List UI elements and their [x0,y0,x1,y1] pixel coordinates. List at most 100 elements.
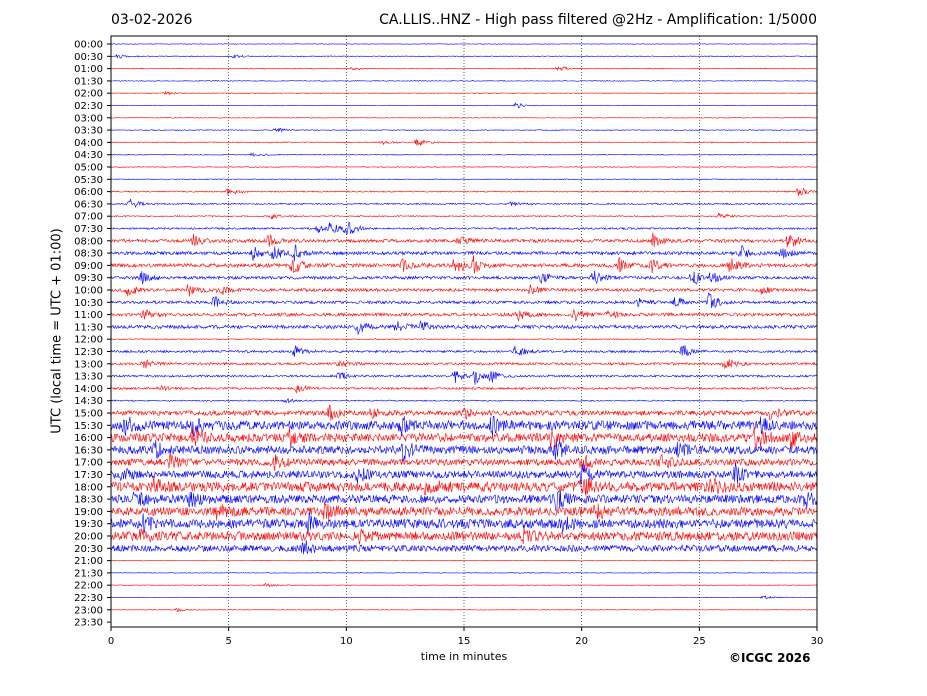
x-tick-label: 10 [340,636,353,647]
trace-1900 [110,501,817,521]
y-tick-label: 11:00 [74,310,103,321]
y-tick-label: 10:30 [74,298,103,309]
y-tick-label: 02:00 [74,89,103,100]
trace-1630 [110,438,817,462]
y-tick-label: 08:00 [74,236,103,247]
x-axis-label: time in minutes [420,650,508,663]
y-tick-label: 18:30 [74,495,103,506]
x-tick-label: 25 [693,636,706,647]
trace-1030 [110,292,817,309]
y-tick-label: 09:30 [74,273,103,284]
y-tick-label: 01:30 [74,76,103,87]
y-tick-label: 15:00 [74,409,103,420]
plot-frame [110,35,818,628]
trace-1200 [110,338,817,341]
trace-1130 [110,319,817,335]
y-tick-label: 19:30 [74,519,103,530]
x-tick-layer: 0 5 10 15 20 25 30 [108,627,824,647]
y-tick-label: 11:30 [74,322,103,333]
trace-0730 [110,221,817,235]
y-tick-label: 12:30 [74,347,103,358]
trace-1600 [110,426,817,450]
trace-0630 [110,198,817,208]
y-tick-label: 14:00 [74,384,103,395]
trace-2300 [110,607,817,613]
y-tick-label: 03:00 [74,113,103,124]
y-tick-label: 00:00 [74,40,103,51]
y-tick-label: 06:30 [74,199,103,210]
trace-1400 [110,384,817,394]
y-tick-label: 05:00 [74,163,103,174]
vertical-grid [228,36,700,627]
trace-2230 [111,595,817,600]
trace-0100 [110,66,817,72]
chart-date: 03-02-2026 [111,12,193,28]
trace-1300 [110,359,817,369]
y-tick-label: 06:00 [74,187,103,198]
trace-0130 [111,80,817,82]
trace-0030 [110,53,817,59]
y-tick-label: 07:00 [74,212,103,223]
y-tick-label: 22:30 [74,593,103,604]
trace-0430 [110,151,817,157]
trace-2030 [110,540,817,555]
y-tick-label: 16:00 [74,433,103,444]
trace-0000 [110,43,817,45]
y-tick-label: 04:30 [74,150,103,161]
trace-1100 [111,308,817,322]
y-tick-label: 15:30 [74,421,103,432]
x-tick-label: 20 [575,636,588,647]
trace-2200 [111,582,817,588]
y-tick-label: 05:30 [74,175,103,186]
trace-1530 [110,415,817,437]
y-tick-label: 23:00 [74,605,103,616]
y-tick-label: 20:30 [74,544,103,555]
trace-1830 [110,490,817,511]
trace-0300 [110,117,817,119]
y-tick-label: 04:00 [74,138,103,149]
trace-1000 [110,284,817,297]
y-tick-label: 12:00 [74,335,103,346]
trace-1730 [110,463,817,485]
trace-0700 [110,212,817,220]
trace-0200 [110,91,817,96]
x-tick-label: 5 [225,636,231,647]
y-tick-label: 21:30 [74,568,103,579]
trace-1500 [110,404,817,421]
copyright-notice: ©ICGC 2026 [729,651,811,665]
y-tick-label: 19:00 [74,507,103,518]
trace-0830 [110,244,817,262]
x-tick-label: 0 [108,636,114,647]
trace-0530 [110,178,817,181]
y-tick-label: 21:00 [74,556,103,567]
y-tick-label: 14:30 [74,396,103,407]
trace-0930 [110,270,817,285]
trace-0800 [110,232,817,248]
trace-layer [110,43,817,613]
chart-title: CA.LLIS..HNZ - High pass filtered @2Hz -… [379,12,817,28]
y-tick-label: 20:00 [74,532,103,543]
trace-2000 [110,527,817,545]
x-tick-label: 30 [811,636,824,647]
y-tick-label: 17:00 [74,458,103,469]
trace-0330 [110,127,817,133]
y-tick-label: 01:00 [74,64,103,75]
trace-0230 [111,102,817,109]
y-tick-label: 16:30 [74,445,103,456]
trace-0400 [110,138,817,146]
x-tick-label: 15 [458,636,471,647]
trace-1800 [110,475,817,496]
y-tick-label: 22:00 [74,581,103,592]
y-tick-label: 09:00 [74,261,103,272]
trace-1930 [110,511,817,534]
y-tick-label: 08:30 [74,249,103,260]
trace-1230 [110,345,817,357]
y-tick-label: 13:30 [74,372,103,383]
y-tick-label: 17:30 [74,470,103,481]
y-tick-label: 02:30 [74,101,103,112]
trace-1430 [110,397,817,404]
y-tick-label: 00:30 [74,52,103,63]
y-tick-label: 13:00 [74,359,103,370]
